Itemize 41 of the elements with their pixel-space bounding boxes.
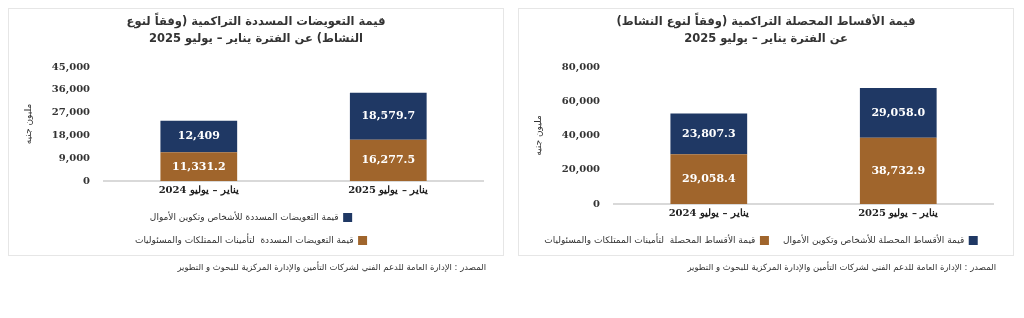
data-label: 11,331.2 — [172, 159, 226, 173]
legend-label: قيمة التعويضات المسددة للأشخاص وتكوين الأموال — [149, 210, 339, 222]
bar — [349, 92, 427, 140]
y-tick-label: 9,000 — [58, 151, 91, 164]
data-label: 29,058.4 — [682, 171, 736, 185]
data-label: 29,058.0 — [871, 105, 926, 119]
chart-title: قيمة الأقساط المحصلة التراكمية (وفقاً لنوع النشاط) عن الفترة يناير – يوليو 2025 — [616, 13, 916, 47]
y-tick-label: 45,000 — [51, 60, 91, 73]
y-tick-label: 80,000 — [561, 60, 601, 73]
y-axis-title: مليون جنيه — [532, 115, 543, 156]
bar — [349, 139, 427, 181]
data-label: 16,277.5 — [361, 153, 416, 167]
y-tick-label: 60,000 — [561, 94, 601, 107]
bar — [859, 87, 937, 138]
legend-label: قيمة التعويضات المسددة لتأمينات الممتلكات والمسئوليات — [134, 232, 354, 245]
bar — [670, 113, 748, 155]
bar — [160, 120, 238, 153]
text: المصدر : الإدارة العامة للدعم الفني لشركات التأمين والإدارة المركزية للبحوث و التطوير — [686, 262, 997, 272]
y-tick-label: 36,000 — [51, 83, 91, 96]
x-tick-label: يناير – يوليو 2024 — [158, 183, 239, 196]
y-axis-title: مليون جنيه — [22, 103, 33, 145]
x-tick-label: يناير – يوليو 2025 — [858, 206, 939, 219]
bar — [670, 154, 748, 204]
chart-title: قيمة التعويضات المسددة التراكمية (وفقاً لنوع النشاط) عن الفترة يناير – يوليو 2025 — [125, 13, 387, 47]
data-label: 18,579.7 — [361, 109, 416, 123]
legend-label: قيمة الأقساط المحصلة لتأمينات الممتلكات والمسئوليات — [544, 232, 756, 245]
y-tick-label: 40,000 — [561, 129, 601, 142]
bar — [160, 152, 238, 181]
y-tick-label: 27,000 — [51, 106, 91, 119]
data-label: 38,732.9 — [871, 163, 926, 177]
bar — [859, 137, 937, 204]
data-label: 23,807.3 — [682, 126, 736, 140]
x-tick-label: يناير – يوليو 2024 — [668, 206, 749, 219]
y-tick-label: 18,000 — [51, 128, 91, 141]
data-label: 12,409 — [177, 129, 220, 143]
y-tick-label: 20,000 — [561, 163, 601, 176]
x-tick-label: يناير – يوليو 2025 — [348, 183, 429, 196]
y-tick-label: 0 — [83, 174, 91, 186]
text: المصدر : الإدارة العامة للدعم الفني لشركات التأمين والإدارة المركزية للبحوث و التطوير — [176, 262, 487, 272]
legend-label: قيمة الأقساط المحصلة للأشخاص وتكوين الأموال — [782, 233, 965, 245]
y-tick-label: 0 — [593, 197, 601, 209]
